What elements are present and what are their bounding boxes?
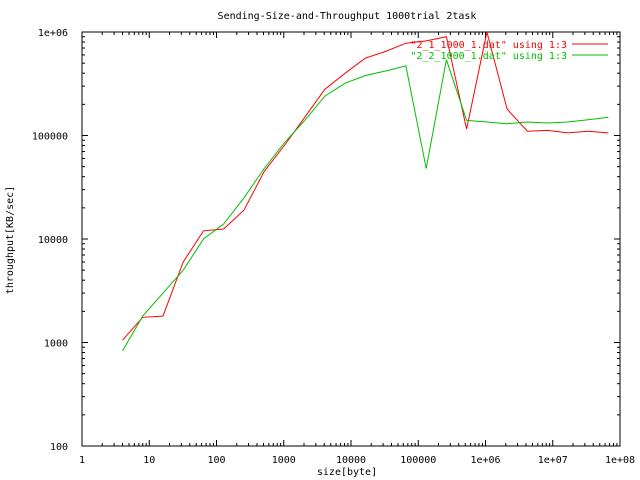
plot-frame [81,31,621,447]
legend: "2_1_1000_1.dat" using 1:3"2_2_1000_1.da… [410,40,608,62]
legend-label: "2_1_1000_1.dat" using 1:3 [410,40,567,51]
y-axis-label: throughput[KB/sec] [5,186,16,294]
y-tick-label: 100000 [32,132,68,143]
legend-label: "2_2_1000_1.dat" using 1:3 [410,51,567,62]
x-tick-label: 100000 [400,455,436,466]
x-tick-label: 1e+08 [605,455,635,466]
x-tick-label: 100 [207,455,225,466]
x-tick-label: 10 [143,455,155,466]
series-lines [122,31,609,352]
series-line-1 [122,31,609,341]
x-tick-label: 1 [79,455,85,466]
series-line-2 [122,59,609,352]
x-tick-label: 10000 [336,455,366,466]
y-tick-label: 10000 [38,235,68,246]
y-tick-label: 1e+06 [38,28,68,39]
x-axis: 1 10 100 1000 10000 100000 1e+06 1e+07 1e+08 [79,32,635,466]
x-tick-label: 1e+06 [470,455,500,466]
x-axis-label: size[byte] [317,467,377,478]
chart-title: Sending-Size-and-Throughput 1000trial 2t… [218,11,477,22]
x-tick-label: 1e+07 [538,455,568,466]
y-tick-label: 1000 [44,339,68,350]
x-tick-label: 1000 [272,455,296,466]
y-axis: 100 1000 10000 100000 1e+06 [32,28,620,453]
y-tick-label: 100 [50,442,68,453]
